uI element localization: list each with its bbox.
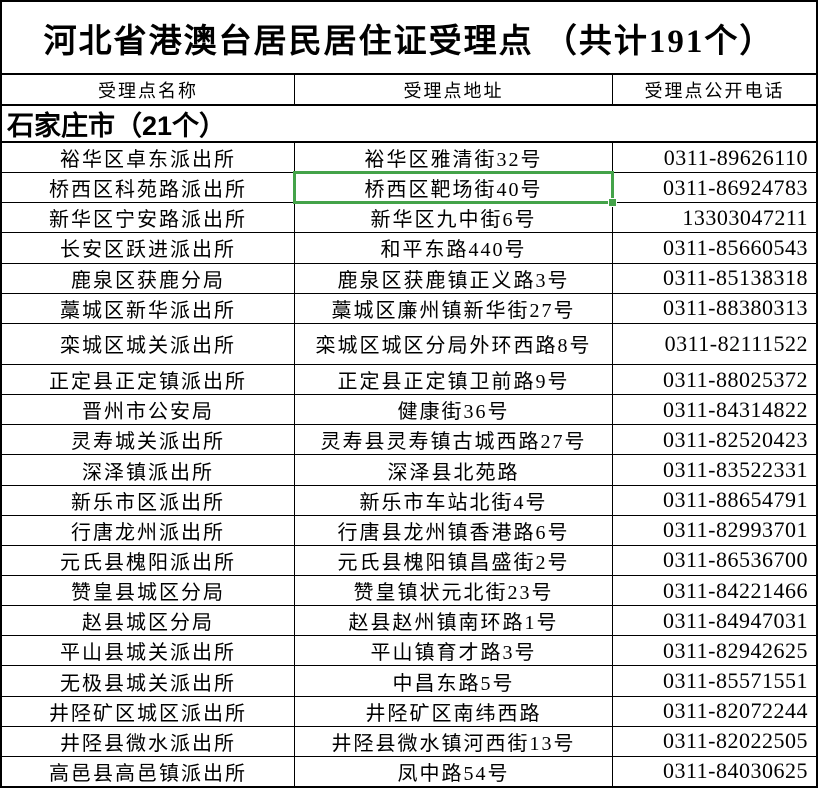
acceptance-point-phone-cell[interactable]: 0311-82022505 xyxy=(662,728,808,754)
acceptance-point-name-cell[interactable]: 桥西区科苑路派出所 xyxy=(2,173,295,203)
acceptance-point-phone-cell[interactable]: 0311-84314822 xyxy=(662,396,808,422)
acceptance-point-phone-cell[interactable]: 0311-89626110 xyxy=(663,144,808,170)
table-row: 正定县正定镇派出所 正定县正定镇卫前路9号 0311-88025372 xyxy=(2,364,816,395)
acceptance-point-phone-cell[interactable]: 0311-86924783 xyxy=(662,174,808,200)
acceptance-point-name-cell[interactable]: 井陉县微水派出所 xyxy=(2,726,295,756)
table-row: 井陉县微水派出所 井陉县微水镇河西街13号 0311-82022505 xyxy=(2,725,816,756)
acceptance-point-name-cell[interactable]: 井陉矿区城区派出所 xyxy=(2,696,295,726)
acceptance-point-phone-cell[interactable]: 0311-82942625 xyxy=(662,637,808,663)
acceptance-point-phone-cell[interactable]: 0311-84947031 xyxy=(662,607,808,633)
acceptance-point-address-cell[interactable]: 新华区九中街6号 xyxy=(295,203,613,233)
table-row: 元氏县槐阳派出所 元氏县槐阳镇昌盛街2号 0311-86536700 xyxy=(2,544,816,576)
acceptance-point-address-cell[interactable]: 赵县赵州镇南环路1号 xyxy=(295,606,613,636)
acceptance-point-phone-cell[interactable]: 0311-84221466 xyxy=(662,577,808,603)
table-body: 裕华区卓东派出所 裕华区雅清街32号 0311-89626110 桥西区科苑路派… xyxy=(2,143,816,787)
table-row: 鹿泉区获鹿分局 鹿泉区获鹿镇正义路3号 0311-85138318 xyxy=(2,262,816,293)
acceptance-point-name-cell[interactable]: 赞皇县城区分局 xyxy=(2,576,295,606)
section-header-row: 石家庄市（21个） xyxy=(2,106,816,143)
acceptance-point-address-cell[interactable]: 鹿泉区获鹿镇正义路3号 xyxy=(295,263,613,293)
title-row: 河北省港澳台居民居住证受理点 （共计191个） xyxy=(2,2,816,75)
acceptance-point-phone-cell[interactable]: 0311-82072244 xyxy=(662,698,808,724)
acceptance-point-name-cell[interactable]: 鹿泉区获鹿分局 xyxy=(2,263,295,293)
acceptance-point-name-cell[interactable]: 高邑县高邑镇派出所 xyxy=(2,756,295,787)
acceptance-point-address-cell[interactable]: 中昌东路5号 xyxy=(295,666,613,696)
acceptance-point-phone-cell[interactable]: 0311-82111522 xyxy=(664,330,808,356)
table-row: 行唐龙州派出所 行唐县龙州镇香港路6号 0311-82993701 xyxy=(2,514,816,545)
page-title[interactable]: 河北省港澳台居民居住证受理点 （共计191个） xyxy=(43,23,775,60)
acceptance-point-address-cell[interactable]: 灵寿县灵寿镇古城西路27号 xyxy=(295,425,613,455)
table-row: 栾城区城关派出所 栾城区城区分局外环西路8号 0311-82111522 xyxy=(2,322,816,365)
acceptance-point-name-cell[interactable]: 新华区宁安路派出所 xyxy=(2,203,295,233)
acceptance-point-name-cell[interactable]: 深泽镇派出所 xyxy=(2,455,295,485)
acceptance-point-name-cell[interactable]: 正定县正定镇派出所 xyxy=(2,365,295,395)
table-row: 赵县城区分局 赵县赵州镇南环路1号 0311-84947031 xyxy=(2,605,816,636)
acceptance-point-address-cell[interactable]: 凤中路54号 xyxy=(295,756,613,787)
acceptance-point-phone-cell[interactable]: 0311-82520423 xyxy=(662,426,808,452)
acceptance-point-phone-cell[interactable]: 13303047211 xyxy=(682,204,808,230)
acceptance-point-address-cell[interactable]: 和平东路440号 xyxy=(295,233,613,263)
acceptance-point-address-cell[interactable]: 正定县正定镇卫前路9号 xyxy=(295,365,613,395)
column-header-name[interactable]: 受理点名称 xyxy=(2,75,295,104)
acceptance-point-name-cell[interactable]: 晋州市公安局 xyxy=(2,395,295,425)
table-row: 灵寿城关派出所 灵寿县灵寿镇古城西路27号 0311-82520423 xyxy=(2,424,816,455)
section-header-city[interactable]: 石家庄市（21个） xyxy=(7,111,227,141)
acceptance-point-phone-cell[interactable]: 0311-84030625 xyxy=(662,758,808,784)
acceptance-point-name-cell[interactable]: 无极县城关派出所 xyxy=(2,666,295,696)
table-row: 无极县城关派出所 中昌东路5号 0311-85571551 xyxy=(2,665,816,696)
acceptance-point-name-cell[interactable]: 藁城区新华派出所 xyxy=(2,293,295,323)
acceptance-point-name-cell[interactable]: 元氏县槐阳派出所 xyxy=(2,545,295,576)
acceptance-point-address-cell[interactable]: 赞皇镇状元北街23号 xyxy=(295,576,613,606)
acceptance-point-address-cell[interactable]: 元氏县槐阳镇昌盛街2号 xyxy=(295,545,613,576)
table-row: 晋州市公安局 健康街36号 0311-84314822 xyxy=(2,394,816,425)
column-header-phone[interactable]: 受理点公开电话 xyxy=(644,80,785,101)
table-row: 高邑县高邑镇派出所 凤中路54号 0311-84030625 xyxy=(2,755,816,787)
acceptance-point-name-cell[interactable]: 行唐龙州派出所 xyxy=(2,515,295,545)
table-row: 深泽镇派出所 深泽县北苑路 0311-83522331 xyxy=(2,454,816,485)
acceptance-point-address-cell[interactable]: 健康街36号 xyxy=(295,395,613,425)
table-row: 井陉矿区城区派出所 井陉矿区南纬西路 0311-82072244 xyxy=(2,695,816,726)
table-row: 裕华区卓东派出所 裕华区雅清街32号 0311-89626110 xyxy=(2,143,816,173)
table-row: 新乐市区派出所 新乐市车站北街4号 0311-88654791 xyxy=(2,484,816,515)
acceptance-point-address-cell[interactable]: 深泽县北苑路 xyxy=(295,455,613,485)
acceptance-point-phone-cell[interactable]: 0311-85660543 xyxy=(662,234,808,260)
table-header-row: 受理点名称 受理点地址 受理点公开电话 xyxy=(2,75,816,106)
table-row: 藁城区新华派出所 藁城区廉州镇新华街27号 0311-88380313 xyxy=(2,292,816,323)
table-row: 赞皇县城区分局 赞皇镇状元北街23号 0311-84221466 xyxy=(2,575,816,606)
acceptance-point-address-cell[interactable]: 行唐县龙州镇香港路6号 xyxy=(295,515,613,545)
acceptance-point-address-cell[interactable]: 藁城区廉州镇新华街27号 xyxy=(295,293,613,323)
table-row: 长安区跃进派出所 和平东路440号 0311-85660543 xyxy=(2,232,816,263)
acceptance-point-address-cell[interactable]: 栾城区城区分局外环西路8号 xyxy=(295,323,613,365)
acceptance-point-address-cell[interactable]: 新乐市车站北街4号 xyxy=(295,485,613,515)
table-row: 新华区宁安路派出所 新华区九中街6号 13303047211 xyxy=(2,202,816,233)
acceptance-point-name-cell[interactable]: 新乐市区派出所 xyxy=(2,485,295,515)
acceptance-point-name-cell[interactable]: 灵寿城关派出所 xyxy=(2,425,295,455)
acceptance-point-name-cell[interactable]: 长安区跃进派出所 xyxy=(2,233,295,263)
acceptance-point-phone-cell[interactable]: 0311-86536700 xyxy=(662,547,808,573)
acceptance-point-name-cell[interactable]: 裕华区卓东派出所 xyxy=(2,143,295,173)
acceptance-point-address-cell[interactable]: 裕华区雅清街32号 xyxy=(295,143,613,173)
acceptance-point-address-cell[interactable]: 平山镇育才路3号 xyxy=(295,636,613,666)
selected-cell[interactable]: 桥西区靶场街40号 xyxy=(293,171,617,208)
table-row: 平山县城关派出所 平山镇育才路3号 0311-82942625 xyxy=(2,635,816,666)
acceptance-point-phone-cell[interactable]: 0311-83522331 xyxy=(662,457,808,483)
acceptance-point-name-cell[interactable]: 栾城区城关派出所 xyxy=(2,323,295,365)
acceptance-point-phone-cell[interactable]: 0311-85138318 xyxy=(662,265,808,291)
acceptance-point-phone-cell[interactable]: 0311-88654791 xyxy=(662,487,808,513)
table-row: 桥西区科苑路派出所 桥西区靶场街40号 0311-86924783 xyxy=(2,171,816,208)
acceptance-point-address-cell[interactable]: 井陉县微水镇河西街13号 xyxy=(295,726,613,756)
acceptance-point-address-cell[interactable]: 井陉矿区南纬西路 xyxy=(295,696,613,726)
column-header-address[interactable]: 受理点地址 xyxy=(295,75,613,104)
acceptance-point-phone-cell[interactable]: 0311-88025372 xyxy=(662,366,808,392)
acceptance-point-name-cell[interactable]: 平山县城关派出所 xyxy=(2,636,295,666)
acceptance-point-phone-cell[interactable]: 0311-88380313 xyxy=(662,295,808,321)
acceptance-point-phone-cell[interactable]: 0311-82993701 xyxy=(662,517,808,543)
acceptance-point-name-cell[interactable]: 赵县城区分局 xyxy=(2,606,295,636)
acceptance-point-phone-cell[interactable]: 0311-85571551 xyxy=(662,668,808,694)
